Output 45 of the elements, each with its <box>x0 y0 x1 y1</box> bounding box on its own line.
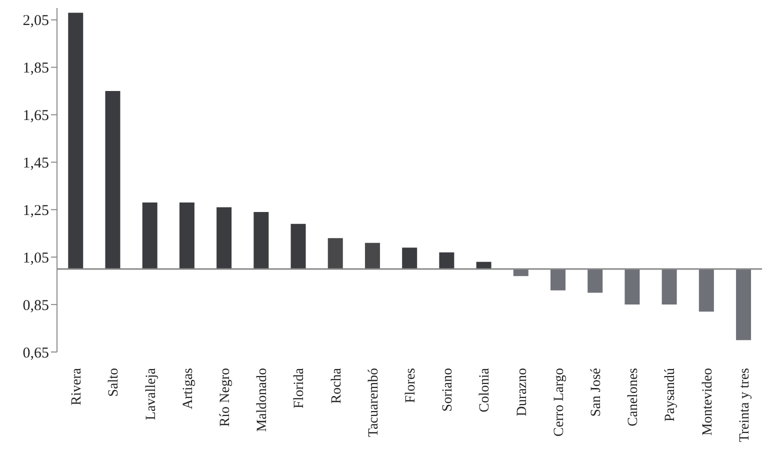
bar <box>105 91 120 269</box>
bar <box>513 268 528 276</box>
y-tick-label: 1,25 <box>22 202 49 219</box>
x-tick-label: Salto <box>106 368 122 397</box>
x-tick-label: Artigas <box>180 368 196 410</box>
y-tick-label: 0,65 <box>22 345 49 362</box>
bar <box>254 212 269 269</box>
y-tick-label: 1,85 <box>22 60 49 77</box>
bar <box>736 268 752 340</box>
x-tick-label: Rivera <box>70 367 85 406</box>
x-tick-label: Colonia <box>478 367 493 412</box>
bar <box>439 252 454 269</box>
x-tick-label: Maldonado <box>255 368 270 432</box>
x-tick-label: Durazno <box>514 368 530 416</box>
bar <box>290 224 306 269</box>
y-tick-label: 2,05 <box>22 13 49 30</box>
y-tick-label: 1,65 <box>22 108 49 124</box>
y-tick-label: 0,85 <box>22 298 49 314</box>
x-tick-label: Flores <box>404 368 418 403</box>
x-tick-label: Soriano <box>440 368 456 412</box>
x-tick-label: Tacuarembó <box>366 368 382 437</box>
bar <box>142 202 158 269</box>
bar <box>588 268 603 293</box>
bar <box>698 268 714 312</box>
x-tick-label: Treinta y tres <box>737 368 752 442</box>
bar <box>216 207 232 269</box>
x-tick-label: Canelones <box>626 368 642 426</box>
x-tick-label: Paysandú <box>663 368 678 422</box>
bar <box>550 268 566 290</box>
bar <box>179 202 194 269</box>
x-tick-label: Río Negro <box>218 368 233 427</box>
bar <box>68 12 84 269</box>
x-tick-label: Lavalleja <box>144 367 159 420</box>
x-tick-label: Rocha <box>329 367 344 404</box>
x-tick-label: Montevideo <box>700 368 716 436</box>
y-tick-label: 1,45 <box>22 156 49 172</box>
y-tick-label: 1,05 <box>22 250 49 266</box>
bar <box>402 248 418 269</box>
bar <box>364 242 380 269</box>
x-tick-label: San José <box>589 368 604 417</box>
bar <box>662 268 677 305</box>
bar <box>328 238 343 269</box>
bar <box>624 268 640 305</box>
x-tick-label: Cerro Largo <box>552 368 567 437</box>
x-tick-label: Florida <box>292 367 308 408</box>
